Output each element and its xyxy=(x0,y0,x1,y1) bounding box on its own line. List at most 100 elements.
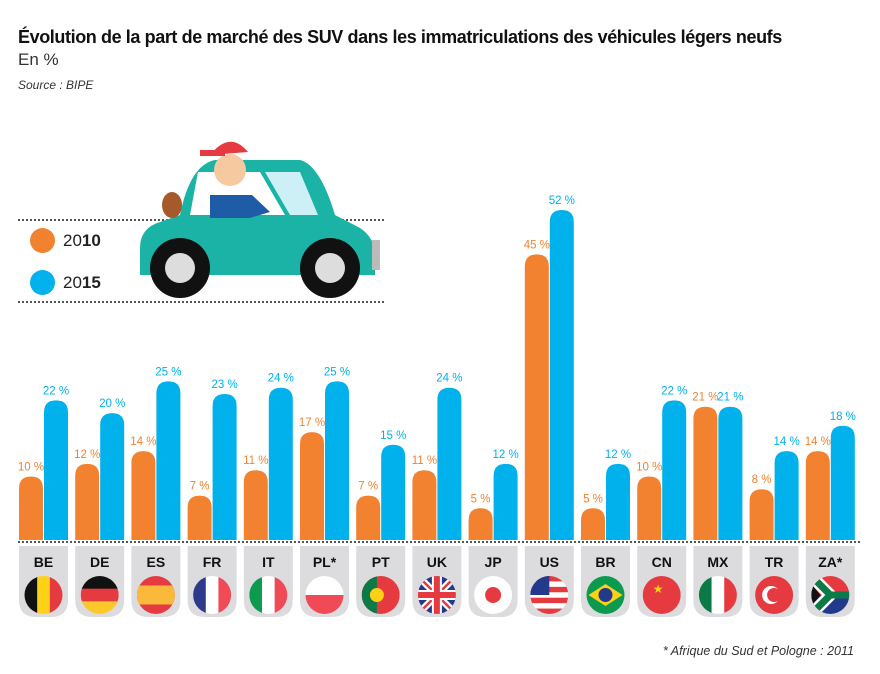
legend-swatch-2015 xyxy=(30,270,55,295)
data-label-2010: 8 % xyxy=(752,474,772,486)
data-label-2010: 12 % xyxy=(74,449,100,461)
country-group-be: 10 % 22 % BE xyxy=(18,385,69,617)
data-label-2015: 14 % xyxy=(773,436,799,448)
flag-icon-za xyxy=(811,576,850,614)
country-group-fr: 7 % 23 % FR xyxy=(187,379,238,617)
data-label-2010: 11 % xyxy=(412,455,437,467)
legend-label-bold: 15 xyxy=(81,272,101,292)
data-label-2010: 45 % xyxy=(524,239,550,251)
country-label: ZA* xyxy=(818,554,843,570)
legend-label-prefix: 20 xyxy=(63,272,82,292)
bar-2010 xyxy=(19,476,43,540)
bar-2010 xyxy=(187,495,212,540)
flag-icon-pl xyxy=(305,576,344,614)
legend-divider-bottom xyxy=(18,301,384,303)
bar-2015 xyxy=(774,451,799,540)
country-group-pl: 17 % 25 % PL* xyxy=(299,366,350,617)
data-label-2010: 14 % xyxy=(130,436,156,448)
country-label: MX xyxy=(707,554,729,570)
bar-2010 xyxy=(693,406,718,540)
bar-2010 xyxy=(243,470,268,540)
country-group-br: 5 % 12 % BR xyxy=(581,449,631,617)
bar-2015 xyxy=(325,381,349,540)
data-label-2010: 5 % xyxy=(471,493,491,505)
legend-label-bold: 10 xyxy=(81,230,101,250)
flag-icon-br xyxy=(586,576,625,614)
country-label: FR xyxy=(203,554,222,570)
data-label-2010: 10 % xyxy=(18,462,44,474)
data-label-2010: 5 % xyxy=(583,493,603,505)
country-label: IT xyxy=(262,554,275,570)
chart-title: Évolution de la part de marché des SUV d… xyxy=(18,27,782,47)
data-label-2015: 24 % xyxy=(436,373,462,385)
bar-2010 xyxy=(412,470,437,540)
bar-2010 xyxy=(300,432,324,540)
flag-icon-es xyxy=(136,576,175,614)
bar-2015 xyxy=(156,381,181,540)
country-label: CN xyxy=(652,554,672,570)
country-group-de: 12 % 20 % DE xyxy=(74,398,125,617)
flag-icon-be xyxy=(24,576,63,614)
bar-2015 xyxy=(44,400,68,540)
data-label-2010: 21 % xyxy=(692,392,718,404)
bar-2010 xyxy=(131,451,156,540)
footnote: * Afrique du Sud et Pologne : 2011 xyxy=(662,644,854,658)
bar-2015 xyxy=(830,425,855,540)
data-label-2010: 17 % xyxy=(299,417,325,429)
bar-2010 xyxy=(356,495,381,540)
bar-2015 xyxy=(662,400,687,540)
bar-2015 xyxy=(212,394,237,540)
chart-subtitle: En % xyxy=(18,50,59,69)
country-group-tr: 8 % 14 % TR xyxy=(749,436,800,617)
suv-car-illustration xyxy=(140,141,380,298)
country-group-za: 14 % 18 % ZA* xyxy=(805,411,856,617)
data-label-2015: 15 % xyxy=(380,430,406,442)
data-label-2010: 14 % xyxy=(805,436,831,448)
bar-2015 xyxy=(549,210,574,540)
country-group-uk: 11 % 24 % UK xyxy=(412,373,463,617)
data-label-2015: 22 % xyxy=(43,385,69,397)
country-label: PT xyxy=(372,554,390,570)
svg-text:★: ★ xyxy=(653,582,664,596)
country-group-pt: 7 % 15 % PT xyxy=(356,430,406,617)
flag-icon-mx xyxy=(698,576,737,614)
country-group-es: 14 % 25 % ES xyxy=(130,366,182,617)
data-label-2010: 7 % xyxy=(190,481,210,493)
chart-source: Source : BIPE xyxy=(18,78,94,92)
bar-2015 xyxy=(606,463,630,540)
data-label-2015: 12 % xyxy=(492,449,518,461)
data-label-2015: 52 % xyxy=(549,195,575,207)
data-label-2015: 25 % xyxy=(324,366,350,378)
data-label-2010: 7 % xyxy=(358,481,378,493)
bar-2015 xyxy=(718,406,743,540)
country-group-us: 45 % 52 % US xyxy=(524,195,575,617)
country-label: ES xyxy=(147,554,166,570)
data-label-2010: 11 % xyxy=(243,455,268,467)
data-label-2015: 18 % xyxy=(830,411,856,423)
country-label: BE xyxy=(34,554,53,570)
data-label-2015: 20 % xyxy=(99,398,125,410)
data-label-2015: 25 % xyxy=(155,366,181,378)
legend-item-2010: 20 10 xyxy=(30,228,101,253)
flag-icon-uk xyxy=(417,576,456,614)
flag-icon-fr xyxy=(193,576,232,614)
bar-2010 xyxy=(749,489,774,540)
bar-2010 xyxy=(524,254,549,540)
flag-icon-us xyxy=(530,576,569,614)
flag-icon-tr xyxy=(755,576,794,614)
data-label-2015: 21 % xyxy=(717,392,743,404)
flag-icon-jp xyxy=(474,576,513,614)
country-group-mx: 21 %21 % MX xyxy=(692,392,744,617)
data-label-2015: 12 % xyxy=(605,449,631,461)
country-label: BR xyxy=(595,554,615,570)
legend-item-2015: 20 15 xyxy=(30,270,101,295)
country-label: TR xyxy=(765,554,784,570)
country-label: DE xyxy=(90,554,109,570)
bar-2010 xyxy=(581,508,605,540)
flag-icon-pt xyxy=(361,576,400,614)
country-group-cn: 10 % 22 % CN ★ xyxy=(636,385,687,617)
bar-2010 xyxy=(75,463,100,540)
country-group-it: 11 % 24 % IT xyxy=(243,373,294,617)
country-label: PL* xyxy=(313,554,337,570)
